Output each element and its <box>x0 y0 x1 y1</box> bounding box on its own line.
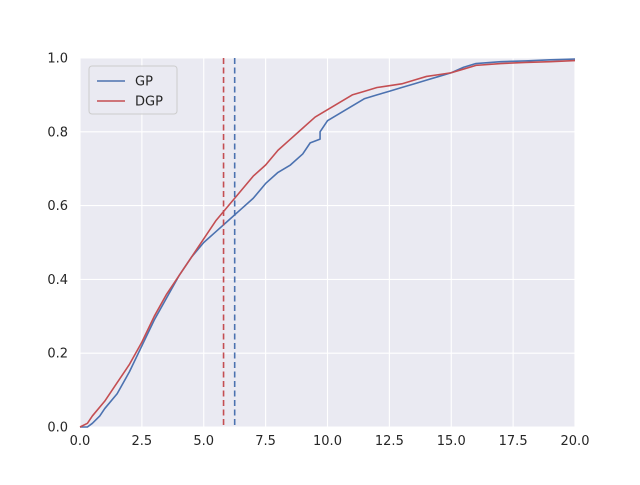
y-axis-ticks: 0.0 0.2 0.4 0.6 0.8 1.0 <box>47 52 68 436</box>
legend-box <box>88 65 178 115</box>
y-tick-label: 0.2 <box>47 347 68 362</box>
series-line-gp <box>80 58 576 428</box>
y-tick-label: 1.0 <box>47 52 68 67</box>
y-tick-label: 0.4 <box>47 273 68 288</box>
x-tick-label: 15.0 <box>437 434 466 449</box>
x-tick-label: 2.5 <box>132 434 153 449</box>
reference-lines <box>222 58 236 427</box>
x-tick-label: 17.5 <box>499 434 528 449</box>
legend-label-dgp: DGP <box>135 95 163 110</box>
x-tick-label: 10.0 <box>313 434 342 449</box>
grid-lines <box>79 57 576 428</box>
legend: GP DGP <box>88 65 178 115</box>
x-tick-label: 20.0 <box>561 434 590 449</box>
y-tick-label: 0.0 <box>47 421 68 436</box>
x-axis-ticks: 0.0 2.5 5.0 7.5 10.0 12.5 15.0 17.5 20.0 <box>70 434 590 449</box>
legend-label-gp: GP <box>135 75 153 90</box>
x-tick-label: 5.0 <box>193 434 214 449</box>
series-layer <box>79 58 576 428</box>
x-tick-label: 0.0 <box>70 434 91 449</box>
y-tick-label: 0.8 <box>47 125 68 140</box>
x-tick-label: 7.5 <box>255 434 276 449</box>
y-tick-label: 0.6 <box>47 199 68 214</box>
series-line-dgp <box>79 59 576 428</box>
x-tick-label: 12.5 <box>375 434 404 449</box>
